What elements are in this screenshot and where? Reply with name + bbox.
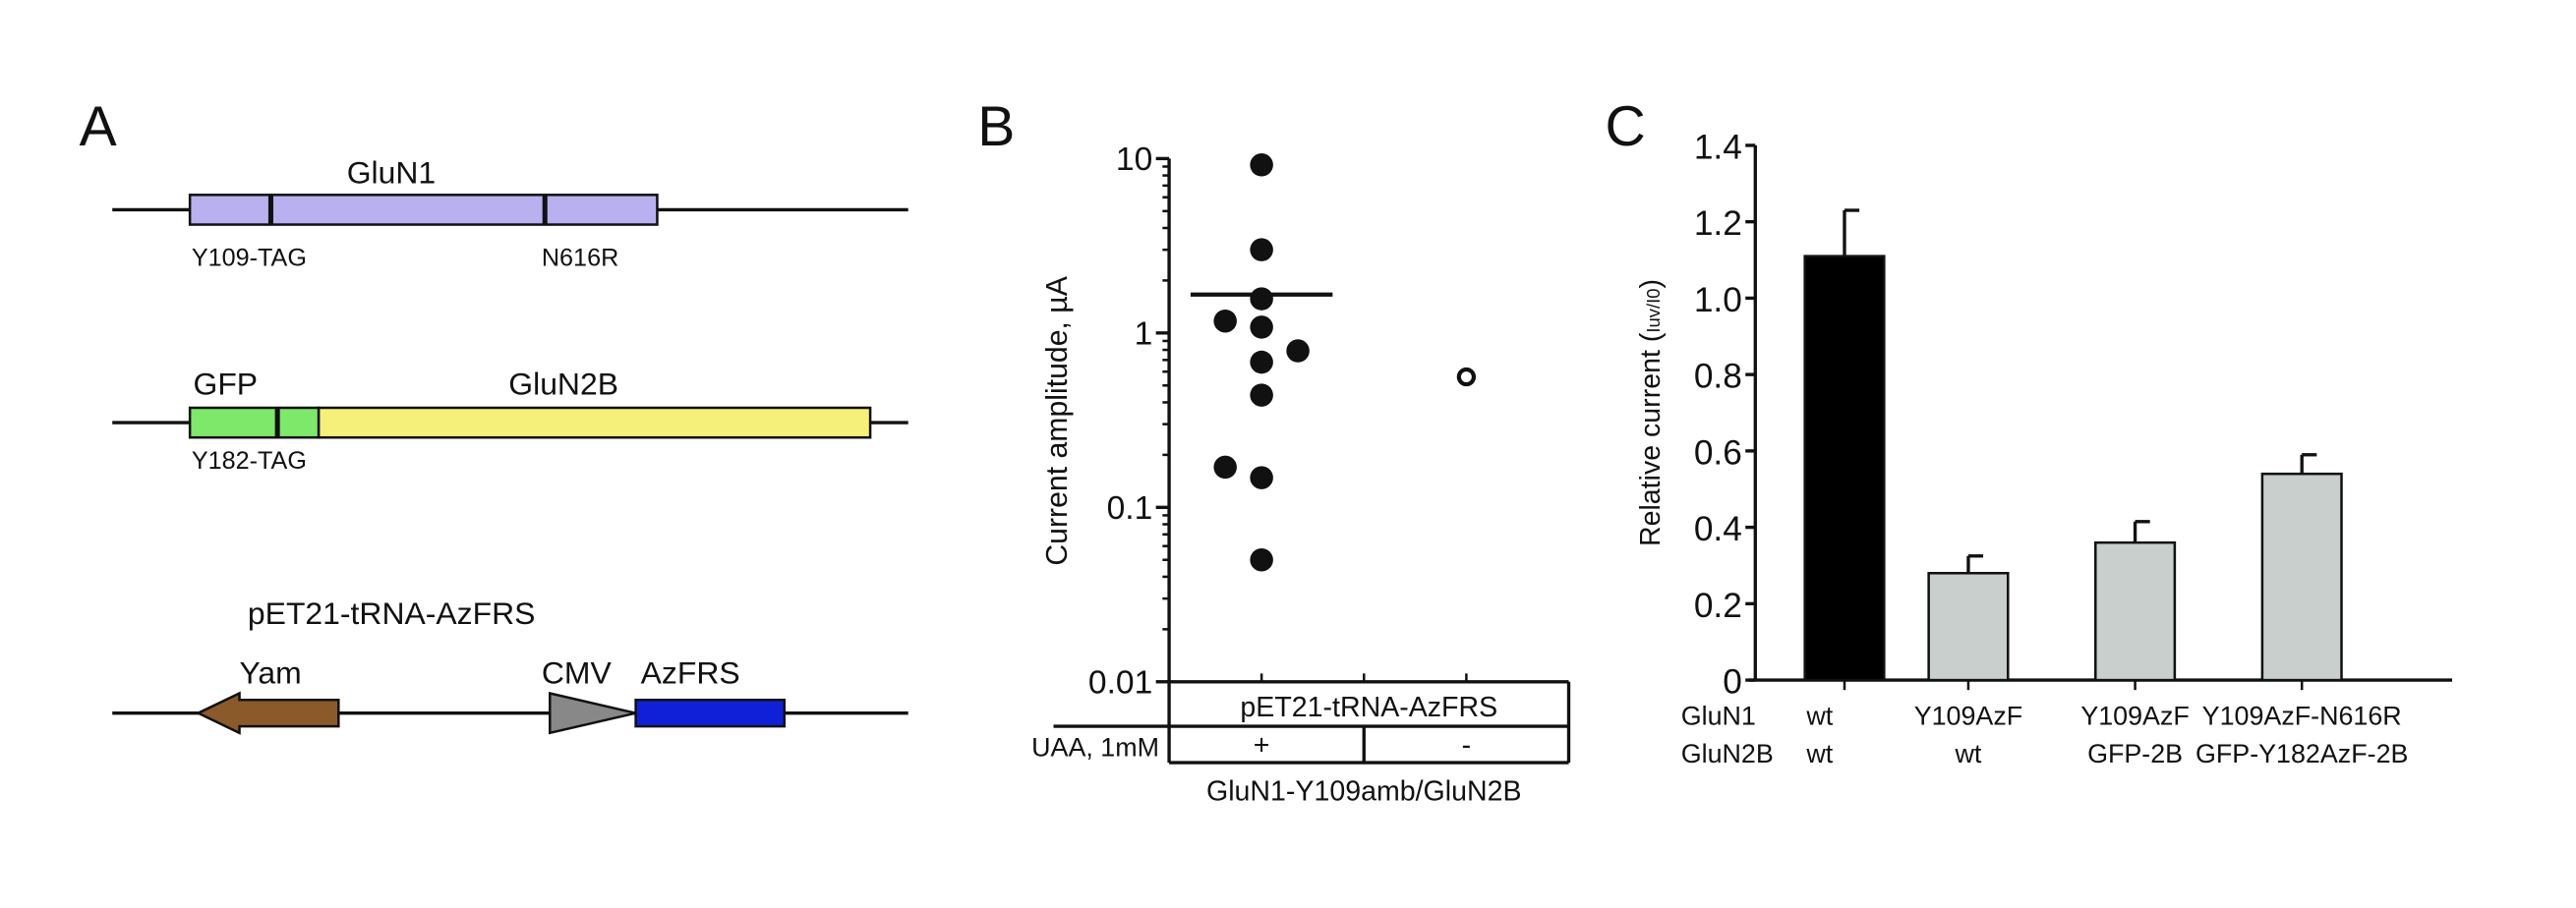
c-tick-label: 0 xyxy=(1723,663,1742,702)
panel-b: B Current amplitude, µA 10 1 0.1 0.01 pET21… xyxy=(977,95,1571,808)
plasmid-title: pET21-tRNA-AzFRS xyxy=(248,596,536,631)
c-gluN2B-label: wt xyxy=(1955,739,1982,768)
c-gluN1-label: Y109AzF-N616R xyxy=(2202,701,2402,730)
yam-label: Yam xyxy=(240,654,302,690)
b-point-filled xyxy=(1250,238,1273,261)
c-y-axis-label: Relative current (Iuv/I0) xyxy=(1635,279,1667,546)
panel-a: A GluN1 Y109-TAG N616R GFP GluN2B Y182-T… xyxy=(80,95,908,735)
n616r-label: N616R xyxy=(542,245,618,272)
b-point-filled xyxy=(1213,309,1237,333)
b-point-filled xyxy=(1250,315,1273,339)
c-gluN2B-label: GFP-Y182AzF-2B xyxy=(2195,739,2408,768)
c-gluN1-label: wt xyxy=(1805,701,1833,730)
b-point-filled xyxy=(1213,455,1237,480)
c-tick-label: 0.2 xyxy=(1694,587,1742,625)
yam-arrow xyxy=(195,691,340,735)
azfrs-box xyxy=(634,698,787,728)
y182-tag-label: Y182-TAG xyxy=(192,447,307,475)
b-point-filled xyxy=(1250,287,1273,311)
c-tick-label: 0.4 xyxy=(1694,510,1742,548)
b-y-axis-label: Current amplitude, µA xyxy=(1041,275,1074,565)
panel-letter-a: A xyxy=(80,95,117,158)
c-gluN2B-label: wt xyxy=(1805,739,1833,768)
b-tick-label: 1 xyxy=(1135,316,1153,353)
c-bar xyxy=(2260,472,2343,682)
b-x-axis-label: GluN1-Y109amb/GluN2B xyxy=(1206,776,1522,808)
gfp-box xyxy=(188,406,321,439)
c-bar xyxy=(1803,255,1886,682)
c-row-label-gluN2B: GluN2B xyxy=(1681,739,1774,768)
gfp-label: GFP xyxy=(193,367,258,402)
b-table-plus: + xyxy=(1254,730,1270,762)
b-data-points xyxy=(1190,153,1477,572)
b-point-filled xyxy=(1250,153,1273,177)
b-tick-label: 10 xyxy=(1116,142,1152,178)
c-bars xyxy=(1803,208,2343,691)
b-point-filled xyxy=(1250,466,1273,489)
panel-letter-c: C xyxy=(1605,95,1645,158)
b-point-open xyxy=(1456,367,1477,387)
c-tick-label: 0.6 xyxy=(1694,433,1742,472)
b-condition-table xyxy=(1053,680,1571,765)
azfrs-label: AzFRS xyxy=(641,654,740,690)
c-tick-label: 1.2 xyxy=(1694,204,1742,243)
gluN1-gene-box xyxy=(188,194,659,226)
c-tick-label: 0.8 xyxy=(1694,358,1742,396)
gluN2B-gene-box xyxy=(317,406,872,439)
b-tick-label: 0.01 xyxy=(1088,665,1152,702)
c-tick-label: 1.4 xyxy=(1694,128,1742,166)
b-tick-label: 0.1 xyxy=(1107,490,1153,527)
c-bar xyxy=(2094,540,2177,682)
panel-c: C Relative current (Iuv/I0) 0 0.2 0.4 0.6 0.… xyxy=(1605,95,2453,768)
gluN2B-label: GluN2B xyxy=(508,367,618,402)
c-gluN1-label: Y109AzF xyxy=(2080,701,2189,730)
c-tick-label: 1.0 xyxy=(1694,281,1742,319)
b-point-filled xyxy=(1250,547,1273,572)
y109-tag-label: Y109-TAG xyxy=(192,245,307,272)
b-point-filled xyxy=(1250,383,1273,407)
c-gluN1-label: Y109AzF xyxy=(1914,701,2022,730)
c-bar xyxy=(1927,571,2010,682)
panel-letter-b: B xyxy=(977,95,1015,158)
b-point-filled xyxy=(1250,350,1273,374)
c-gluN2B-label: GFP-2B xyxy=(2087,739,2183,768)
cmv-label: CMV xyxy=(542,654,613,690)
b-y-axis: 10 1 0.1 0.01 xyxy=(1088,142,1468,702)
c-row-label-gluN1: GluN1 xyxy=(1681,701,1756,730)
cmv-promoter-triangle xyxy=(549,691,636,735)
b-table-minus: - xyxy=(1462,730,1472,762)
b-table-row1: pET21-tRNA-AzFRS xyxy=(1240,692,1497,723)
b-table-row2-label: UAA, 1mM xyxy=(1031,732,1159,762)
gluN1-label: GluN1 xyxy=(347,155,436,191)
c-category-labels: wt wt Y109AzF wt Y109AzF GFP-2B Y109AzF-N616R G… xyxy=(1805,701,2408,768)
b-point-filled xyxy=(1286,339,1310,363)
